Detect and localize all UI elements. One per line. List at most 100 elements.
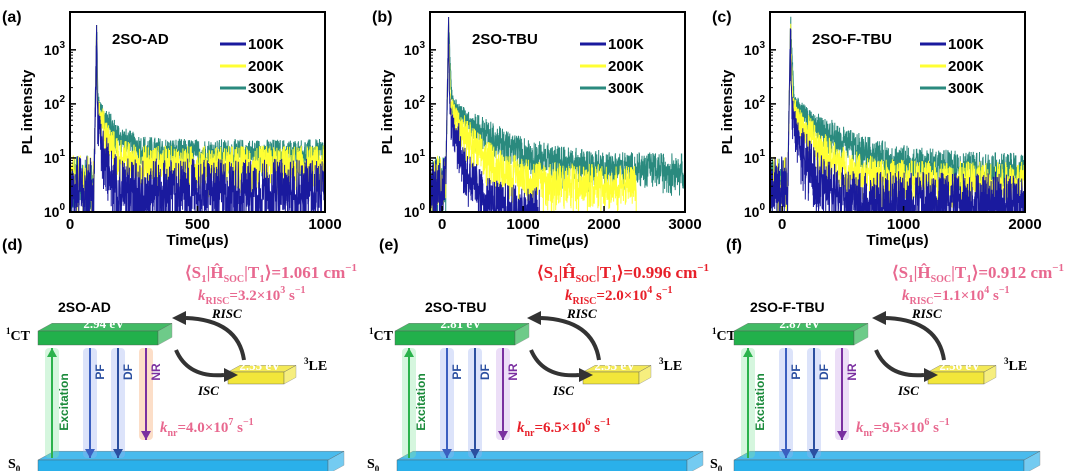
df-label: DF — [478, 364, 492, 380]
singlet-state-label: 1CT — [369, 326, 394, 344]
y-tick-label: 100 — [744, 202, 766, 220]
x-tick-label: 1000 — [506, 216, 539, 233]
y-tick-label: 101 — [44, 148, 66, 166]
decay-panel-2SO-F-TBU: 0 1000 2000 100 101 102 103 Time(μs) PL intensit… — [712, 9, 1042, 249]
y-tick-label: 103 — [404, 40, 426, 58]
y-tick-label: 102 — [44, 94, 66, 112]
y-tick-label: 100 — [44, 202, 66, 220]
x-tick-label: 2000 — [1008, 216, 1041, 233]
isc-label: ISC — [552, 383, 574, 398]
legend-entry: 200K — [248, 58, 284, 75]
legend-entry: 100K — [608, 36, 644, 53]
y-axis-label: PL intensity — [379, 69, 396, 154]
krisc-value: kRISC=1.1×104 s−1 — [902, 285, 1010, 307]
isc-risc-arrows — [527, 311, 601, 382]
series-100K — [70, 24, 325, 212]
legend-entry: 300K — [248, 80, 284, 97]
legend-entry: 300K — [608, 80, 644, 97]
energy-diagram-2SO-AD: (d) ⟨S1|ĤSOC|T1⟩=1.061 cm−1kRISC=3.2×103 … — [2, 237, 357, 471]
panel-label: (a) — [2, 9, 22, 26]
sample-name: 2SO-F-TBU — [812, 31, 892, 48]
y-axis-label: PL intensity — [719, 69, 736, 154]
series-300K — [430, 16, 685, 212]
panel-label: (f) — [726, 237, 742, 254]
pf-arrow — [440, 348, 454, 458]
decay-curves — [70, 24, 325, 212]
knr-value: knr=9.5×106 s−1 — [856, 417, 950, 439]
sample-name: 2SO-AD — [112, 31, 169, 48]
x-tick-label: 0 — [778, 216, 786, 233]
t1-energy: 2.56 eV — [939, 358, 981, 373]
nr-arrow — [835, 348, 849, 440]
y-tick-label: 102 — [744, 94, 766, 112]
excitation-arrow — [741, 348, 755, 458]
sample-name: 2SO-TBU — [472, 31, 538, 48]
decay-panel-2SO-AD: 0 500 1000 100 101 102 103 Time(μs) PL intensity… — [2, 9, 342, 249]
knr-value: knr=6.5×106 s−1 — [517, 417, 611, 439]
ground-state-label: S0 — [367, 457, 380, 471]
decay-curves — [770, 16, 1025, 212]
y-tick-label: 101 — [744, 148, 766, 166]
triplet-state-label: 3LE — [304, 356, 327, 374]
nr-label: NR — [845, 363, 859, 381]
risc-label: RISC — [566, 306, 597, 321]
s1-level — [394, 322, 530, 346]
risc-label: RISC — [211, 306, 242, 321]
pf-label: PF — [450, 364, 464, 379]
df-label: DF — [817, 364, 831, 380]
x-tick-label: 0 — [66, 216, 74, 233]
pf-label: PF — [789, 364, 803, 379]
molecule-name: 2SO-F-TBU — [750, 299, 825, 315]
series-200K — [70, 24, 325, 212]
t1-energy: 2.55 eV — [239, 358, 281, 373]
s0-level — [733, 450, 1041, 471]
legend-entry: 100K — [948, 36, 984, 53]
y-tick-label: 103 — [744, 40, 766, 58]
df-arrow — [111, 348, 125, 458]
isc-risc-arrows — [172, 311, 246, 382]
triplet-state-label: 3LE — [659, 356, 682, 374]
molecule-name: 2SO-AD — [58, 299, 111, 315]
energy-diagram-2SO-TBU: (e) ⟨S1|ĤSOC|T1⟩=0.996 cm−1kRISC=2.0×104 … — [367, 237, 709, 471]
nr-arrow — [139, 348, 153, 440]
energy-diagram-2SO-F-TBU: (f) ⟨S1|ĤSOC|T1⟩=0.912 cm−1kRISC=1.1×104 … — [710, 237, 1064, 471]
s1-level — [37, 322, 173, 346]
series-100K — [430, 16, 540, 212]
ground-state-label: S0 — [8, 457, 21, 471]
s1-level — [733, 322, 869, 346]
krisc-value: kRISC=3.2×103 s−1 — [198, 285, 306, 307]
singlet-state-label: 1CT — [712, 326, 737, 344]
excitation-label: Excitation — [753, 373, 767, 430]
t1-level — [582, 365, 652, 385]
x-axis-label: Time(μs) — [166, 232, 228, 249]
legend-entry: 300K — [948, 80, 984, 97]
nr-arrow — [496, 348, 510, 440]
series-100K — [770, 28, 1025, 212]
panel-label: (e) — [379, 237, 399, 254]
excitation-arrow — [45, 348, 59, 458]
singlet-state-label: 1CT — [6, 326, 31, 344]
x-tick-label: 2000 — [587, 216, 620, 233]
panel-label: (c) — [712, 9, 732, 26]
t1-level — [927, 365, 997, 385]
x-axis-label: Time(μs) — [526, 232, 588, 249]
excitation-label: Excitation — [414, 373, 428, 430]
x-tick-label: 0 — [438, 216, 446, 233]
x-axis-label: Time(μs) — [866, 232, 928, 249]
pf-arrow — [779, 348, 793, 458]
x-tick-label: 3000 — [668, 216, 701, 233]
t1-level — [227, 365, 297, 385]
y-tick-label: 102 — [404, 94, 426, 112]
nr-label: NR — [506, 363, 520, 381]
isc-label: ISC — [197, 383, 219, 398]
df-arrow — [807, 348, 821, 458]
pf-label: PF — [93, 364, 107, 379]
x-tick-label: 1000 — [308, 216, 341, 233]
krisc-value: kRISC=2.0×104 s−1 — [565, 285, 673, 307]
df-label: DF — [121, 364, 135, 380]
y-axis-label: PL intensity — [19, 69, 36, 154]
legend-entry: 200K — [948, 58, 984, 75]
soc-value: ⟨S1|ĤSOC|T1⟩=1.061 cm−1 — [185, 262, 357, 285]
x-tick-label: 1000 — [887, 216, 920, 233]
